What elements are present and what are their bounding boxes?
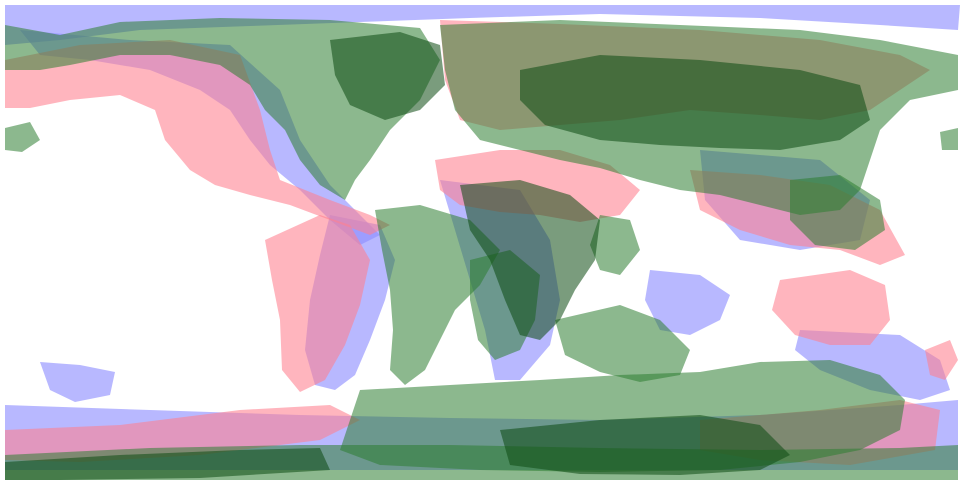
pink-south-america <box>265 215 370 392</box>
ridge-northamerica-core <box>330 32 445 120</box>
pink-antarctic-west <box>5 405 360 462</box>
pink-nz <box>925 340 958 380</box>
blue-arctic-band <box>5 5 960 45</box>
pink-north-america <box>5 40 390 235</box>
ridge-antarctic-west <box>5 448 330 480</box>
ridge-africa-core <box>460 180 600 340</box>
green-north-america <box>5 18 440 200</box>
pink-australia <box>772 270 890 345</box>
overlap-accents <box>5 32 870 480</box>
blue-australia <box>795 330 950 400</box>
green-antarctica-peninsula <box>555 305 690 382</box>
green-south-america <box>375 205 500 385</box>
ridge-antarctic-core <box>500 415 790 475</box>
green-east-asia <box>790 175 885 250</box>
ridge-asia-core <box>520 55 870 150</box>
blue-madagascar-india <box>645 270 730 335</box>
blue-pacific-island <box>40 362 115 402</box>
green-india <box>590 215 640 275</box>
green-greenland-west-arm <box>940 128 958 150</box>
green-alaska-west <box>5 122 40 152</box>
